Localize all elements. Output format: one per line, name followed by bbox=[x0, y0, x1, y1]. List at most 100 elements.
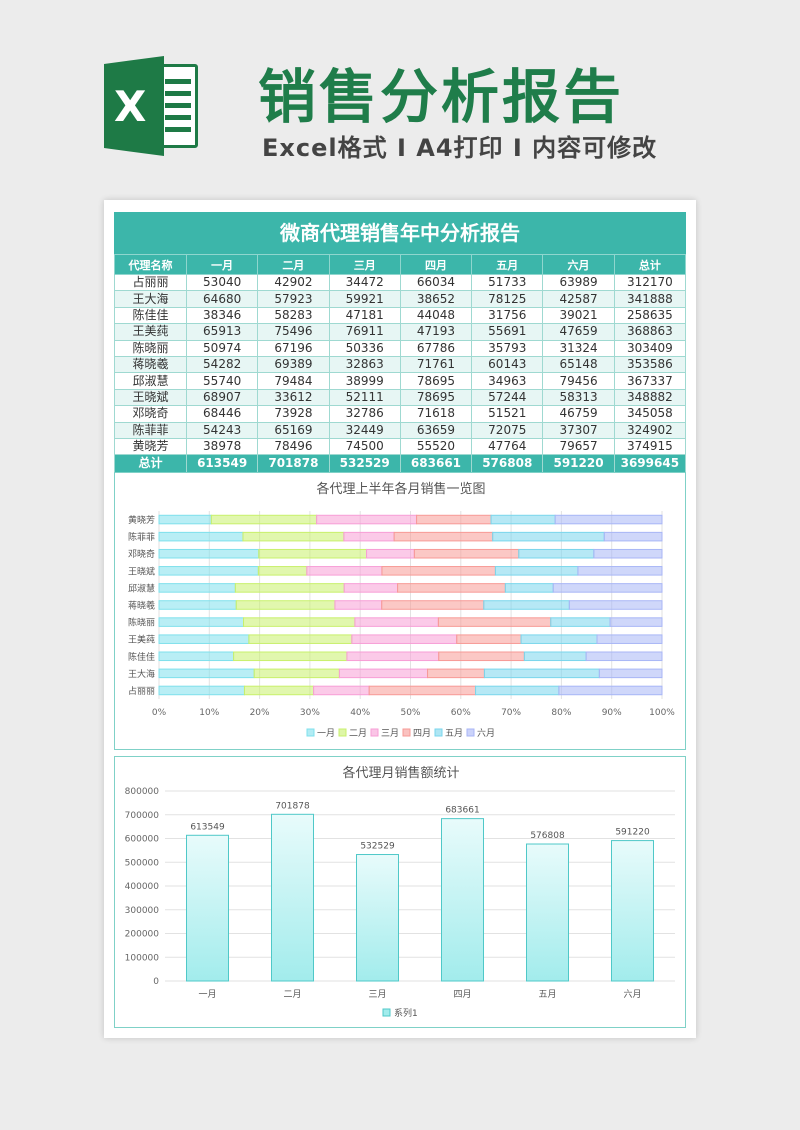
table-row: 邓晓奇 68446 73928 32786 71618 51521 46759 345058 bbox=[114, 405, 687, 423]
column-bar bbox=[526, 843, 569, 982]
table-cell: 47764 bbox=[471, 437, 544, 456]
legend-label: 六月 bbox=[477, 727, 495, 739]
bar-segment bbox=[242, 531, 345, 542]
x-tick-label: 0% bbox=[152, 708, 167, 718]
bar-segment bbox=[343, 583, 399, 593]
x-category-label: 五月 bbox=[538, 989, 556, 1000]
table-cell: 32449 bbox=[328, 421, 401, 439]
total-cell: 576808 bbox=[471, 454, 544, 474]
table-cell: 50974 bbox=[185, 339, 259, 357]
table-cell: 53040 bbox=[185, 273, 259, 292]
chart-title: 各代理月销售额统计 bbox=[342, 765, 459, 781]
bar-segment bbox=[475, 685, 560, 696]
page-title: 销售分析报告 bbox=[258, 63, 625, 131]
table-cell: 367337 bbox=[613, 372, 687, 390]
table-cell: 75496 bbox=[257, 323, 330, 341]
table-cell: 74500 bbox=[328, 437, 401, 456]
total-cell: 532529 bbox=[328, 454, 401, 474]
bar-segment bbox=[437, 617, 552, 627]
column-header: 六月 bbox=[542, 254, 615, 275]
bar-segment bbox=[523, 651, 587, 662]
y-tick-label: 300000 bbox=[125, 906, 160, 916]
table-row: 王晓斌 68907 33612 52111 78695 57244 58313 348882 bbox=[114, 388, 687, 407]
table-cell: 73928 bbox=[257, 405, 330, 423]
table-cell: 341888 bbox=[613, 290, 687, 308]
data-label: 591220 bbox=[615, 828, 650, 838]
total-cell: 3699645 bbox=[613, 454, 687, 474]
legend-label: 二月 bbox=[349, 728, 367, 739]
bar-segment bbox=[338, 668, 429, 679]
y-tick-label: 0 bbox=[153, 977, 159, 987]
report-sheet: 微商代理销售年中分析报告 代理名称 一月 二月 三月 四月 五月 六月 总计 占丽丽 53040… bbox=[104, 200, 696, 1038]
y-tick-label: 800000 bbox=[125, 787, 160, 797]
table-cell: 51521 bbox=[471, 405, 544, 423]
table-cell: 55691 bbox=[471, 323, 544, 341]
legend-swatch bbox=[402, 728, 411, 737]
table-cell: 78695 bbox=[399, 372, 473, 390]
table-cell: 79456 bbox=[542, 372, 615, 390]
bar-segment bbox=[158, 685, 245, 696]
bar-segment bbox=[518, 548, 595, 559]
bar-segment bbox=[416, 514, 492, 525]
bar-segment bbox=[258, 548, 368, 559]
y-tick-label: 700000 bbox=[125, 811, 160, 821]
table-cell: 54282 bbox=[185, 355, 259, 374]
column-chart-svg: 各代理月销售额统计 0 100000 200000 300000 400000 500000… bbox=[125, 765, 675, 1019]
y-category-label: 陈佳佳 bbox=[128, 651, 155, 663]
table-cell: 42587 bbox=[542, 290, 615, 308]
table-cell: 55740 bbox=[185, 372, 259, 390]
table-cell: 42902 bbox=[257, 273, 330, 292]
bar-segment bbox=[598, 668, 663, 679]
bar-segment bbox=[490, 514, 556, 525]
x-tick-label: 50% bbox=[400, 708, 420, 718]
table-cell: 63989 bbox=[542, 273, 615, 292]
table-cell: 34963 bbox=[471, 372, 544, 390]
table-cell: 67196 bbox=[257, 339, 330, 357]
page-header: X 销售分析报告 Excel格式 I A4打印 I 内容可修改 bbox=[0, 0, 800, 190]
bar-segment bbox=[253, 668, 340, 679]
table-cell: 65169 bbox=[257, 421, 330, 439]
table-cell: 王美莼 bbox=[114, 323, 187, 341]
table-cell: 33612 bbox=[257, 388, 330, 407]
table-cell: 71761 bbox=[399, 355, 473, 374]
y-category-label: 王大海 bbox=[128, 668, 155, 680]
bar-segment bbox=[558, 685, 663, 696]
total-cell: 591220 bbox=[542, 454, 615, 474]
table-cell: 57244 bbox=[471, 388, 544, 407]
page-subtitle: Excel格式 I A4打印 I 内容可修改 bbox=[262, 134, 658, 162]
table-cell: 31756 bbox=[471, 306, 544, 325]
table-cell: 54243 bbox=[185, 421, 259, 439]
column-header: 三月 bbox=[328, 254, 401, 275]
table-cell: 345058 bbox=[613, 405, 687, 423]
column-header: 二月 bbox=[257, 254, 330, 275]
sales-table: 代理名称 一月 二月 三月 四月 五月 六月 总计 占丽丽 53040 42902 34472 660… bbox=[114, 254, 687, 474]
column-bar bbox=[186, 834, 229, 982]
bar-segment bbox=[577, 566, 663, 576]
table-cell: 60143 bbox=[471, 355, 544, 374]
bar-segment bbox=[393, 531, 494, 542]
table-cell: 76911 bbox=[328, 323, 401, 341]
table-cell: 44048 bbox=[399, 306, 473, 325]
table-cell: 39021 bbox=[542, 306, 615, 325]
bar-segment bbox=[550, 617, 611, 627]
table-cell: 303409 bbox=[613, 339, 687, 357]
y-tick-label: 100000 bbox=[125, 953, 160, 963]
table-cell: 79657 bbox=[542, 437, 615, 456]
table-cell: 陈菲菲 bbox=[114, 421, 187, 439]
column-bar bbox=[356, 854, 399, 982]
excel-logo-icon: X bbox=[100, 56, 204, 156]
total-cell: 683661 bbox=[399, 454, 473, 474]
table-cell: 58283 bbox=[257, 306, 330, 325]
legend-swatch bbox=[466, 728, 475, 737]
bar-segment bbox=[158, 531, 244, 542]
column-bar bbox=[611, 840, 654, 982]
bar-segment bbox=[346, 651, 440, 662]
table-cell: 34472 bbox=[328, 273, 401, 292]
table-cell: 38346 bbox=[185, 306, 259, 325]
table-cell: 71618 bbox=[399, 405, 473, 423]
legend-swatch bbox=[434, 728, 443, 737]
x-tick-label: 100% bbox=[649, 708, 675, 718]
bar-segment bbox=[158, 668, 255, 679]
table-cell: 69389 bbox=[257, 355, 330, 374]
column-header: 总计 bbox=[613, 254, 687, 275]
